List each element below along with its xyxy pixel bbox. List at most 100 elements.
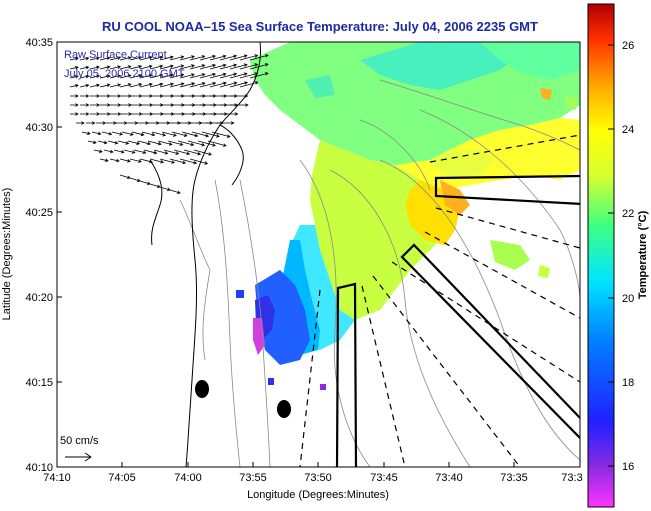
current-vector xyxy=(159,55,174,61)
current-vector xyxy=(139,55,153,61)
current-vector xyxy=(169,189,181,195)
current-vector xyxy=(159,82,174,88)
x-tick-label: 74:00 xyxy=(174,472,202,484)
current-vector xyxy=(149,73,164,79)
current-vector xyxy=(119,56,132,61)
transect-box-diagonal xyxy=(400,243,580,440)
current-vector xyxy=(79,56,90,61)
current-vector xyxy=(99,65,111,70)
colorbar-tick-label: 20 xyxy=(622,293,634,305)
current-vector xyxy=(177,140,195,147)
current-vector xyxy=(109,65,122,70)
current-vector xyxy=(163,149,180,155)
current-vector xyxy=(199,72,217,79)
coastline xyxy=(149,42,261,467)
transect-box-south xyxy=(335,282,358,467)
current-vector xyxy=(157,140,173,146)
current-vector xyxy=(123,149,136,154)
current-vector xyxy=(230,94,249,98)
current-vector xyxy=(119,158,131,163)
x-tick-label: 73:35 xyxy=(500,472,528,484)
current-vector xyxy=(69,65,79,70)
current-vector xyxy=(143,149,158,155)
current-vector xyxy=(179,82,196,88)
current-vector xyxy=(100,103,111,107)
sst-field xyxy=(236,42,580,390)
current-vector xyxy=(207,140,227,147)
current-vector xyxy=(69,83,79,88)
current-vector xyxy=(173,149,191,156)
current-vector xyxy=(90,103,101,107)
current-vector xyxy=(129,65,143,70)
current-vector xyxy=(70,103,79,107)
current-vector xyxy=(141,131,156,137)
current-vector xyxy=(101,131,113,136)
current-vector xyxy=(113,149,125,154)
current-vector xyxy=(189,64,206,70)
current-vector xyxy=(111,131,124,136)
y-tick-marks xyxy=(57,41,62,468)
y-axis-label: Latitude (Degrees:Minutes) xyxy=(1,188,13,321)
current-vector xyxy=(249,54,269,61)
current-vector xyxy=(161,131,177,137)
current-vector xyxy=(216,121,235,125)
x-axis-label: Longitude (Degrees:Minutes) xyxy=(247,489,389,501)
current-vector xyxy=(107,140,119,145)
y-tick-label: 40:35 xyxy=(25,37,53,49)
current-vector xyxy=(159,158,176,164)
map-title: RU COOL NOAA–15 Sea Surface Temperature:… xyxy=(102,19,538,34)
buoy-marker-2 xyxy=(277,400,291,418)
current-vector xyxy=(89,74,100,79)
current-vector xyxy=(79,83,90,88)
bathymetry-contours xyxy=(179,79,580,467)
current-vector xyxy=(121,131,134,136)
current-vector xyxy=(147,140,162,146)
x-tick-label: 74:10 xyxy=(43,472,71,484)
current-vector xyxy=(100,112,111,116)
current-vector xyxy=(87,140,97,145)
current-vector xyxy=(219,63,238,70)
current-vector xyxy=(159,64,174,70)
current-vector xyxy=(127,140,141,145)
current-vector xyxy=(181,131,199,138)
surface-current-vectors xyxy=(69,54,269,195)
current-vector xyxy=(86,121,96,125)
current-vector xyxy=(219,72,238,79)
current-vector xyxy=(91,131,102,136)
current-vector xyxy=(169,158,187,165)
current-vector xyxy=(159,73,174,79)
current-vector xyxy=(109,56,122,61)
current-vector xyxy=(99,158,109,163)
current-vector xyxy=(99,56,111,61)
annotation-line1: Raw Surface Current xyxy=(64,49,167,61)
current-vector xyxy=(199,63,217,70)
current-vector xyxy=(109,83,122,88)
current-vector xyxy=(179,64,195,70)
current-vector xyxy=(189,55,206,61)
current-vector xyxy=(100,94,111,98)
current-vector xyxy=(169,55,185,61)
current-vector xyxy=(90,94,101,98)
current-vector xyxy=(99,74,111,79)
current-vector xyxy=(96,121,107,125)
current-vector xyxy=(99,83,111,88)
current-vector xyxy=(149,55,164,61)
current-vector xyxy=(193,149,213,156)
x-tick-label: 74:05 xyxy=(108,472,136,484)
current-vector xyxy=(89,56,100,61)
current-vector xyxy=(137,140,151,146)
x-tick-label: 73:55 xyxy=(239,472,267,484)
current-vector xyxy=(109,74,122,79)
current-vector xyxy=(179,55,195,61)
plot-area xyxy=(57,42,580,467)
current-vector xyxy=(70,94,79,98)
current-vector xyxy=(229,63,248,70)
x-tick-marks xyxy=(56,462,581,467)
x-tick-label: 73:40 xyxy=(435,472,463,484)
current-vector xyxy=(189,158,209,165)
current-vector xyxy=(169,82,185,88)
current-vector xyxy=(189,73,206,79)
current-vector xyxy=(201,131,220,138)
